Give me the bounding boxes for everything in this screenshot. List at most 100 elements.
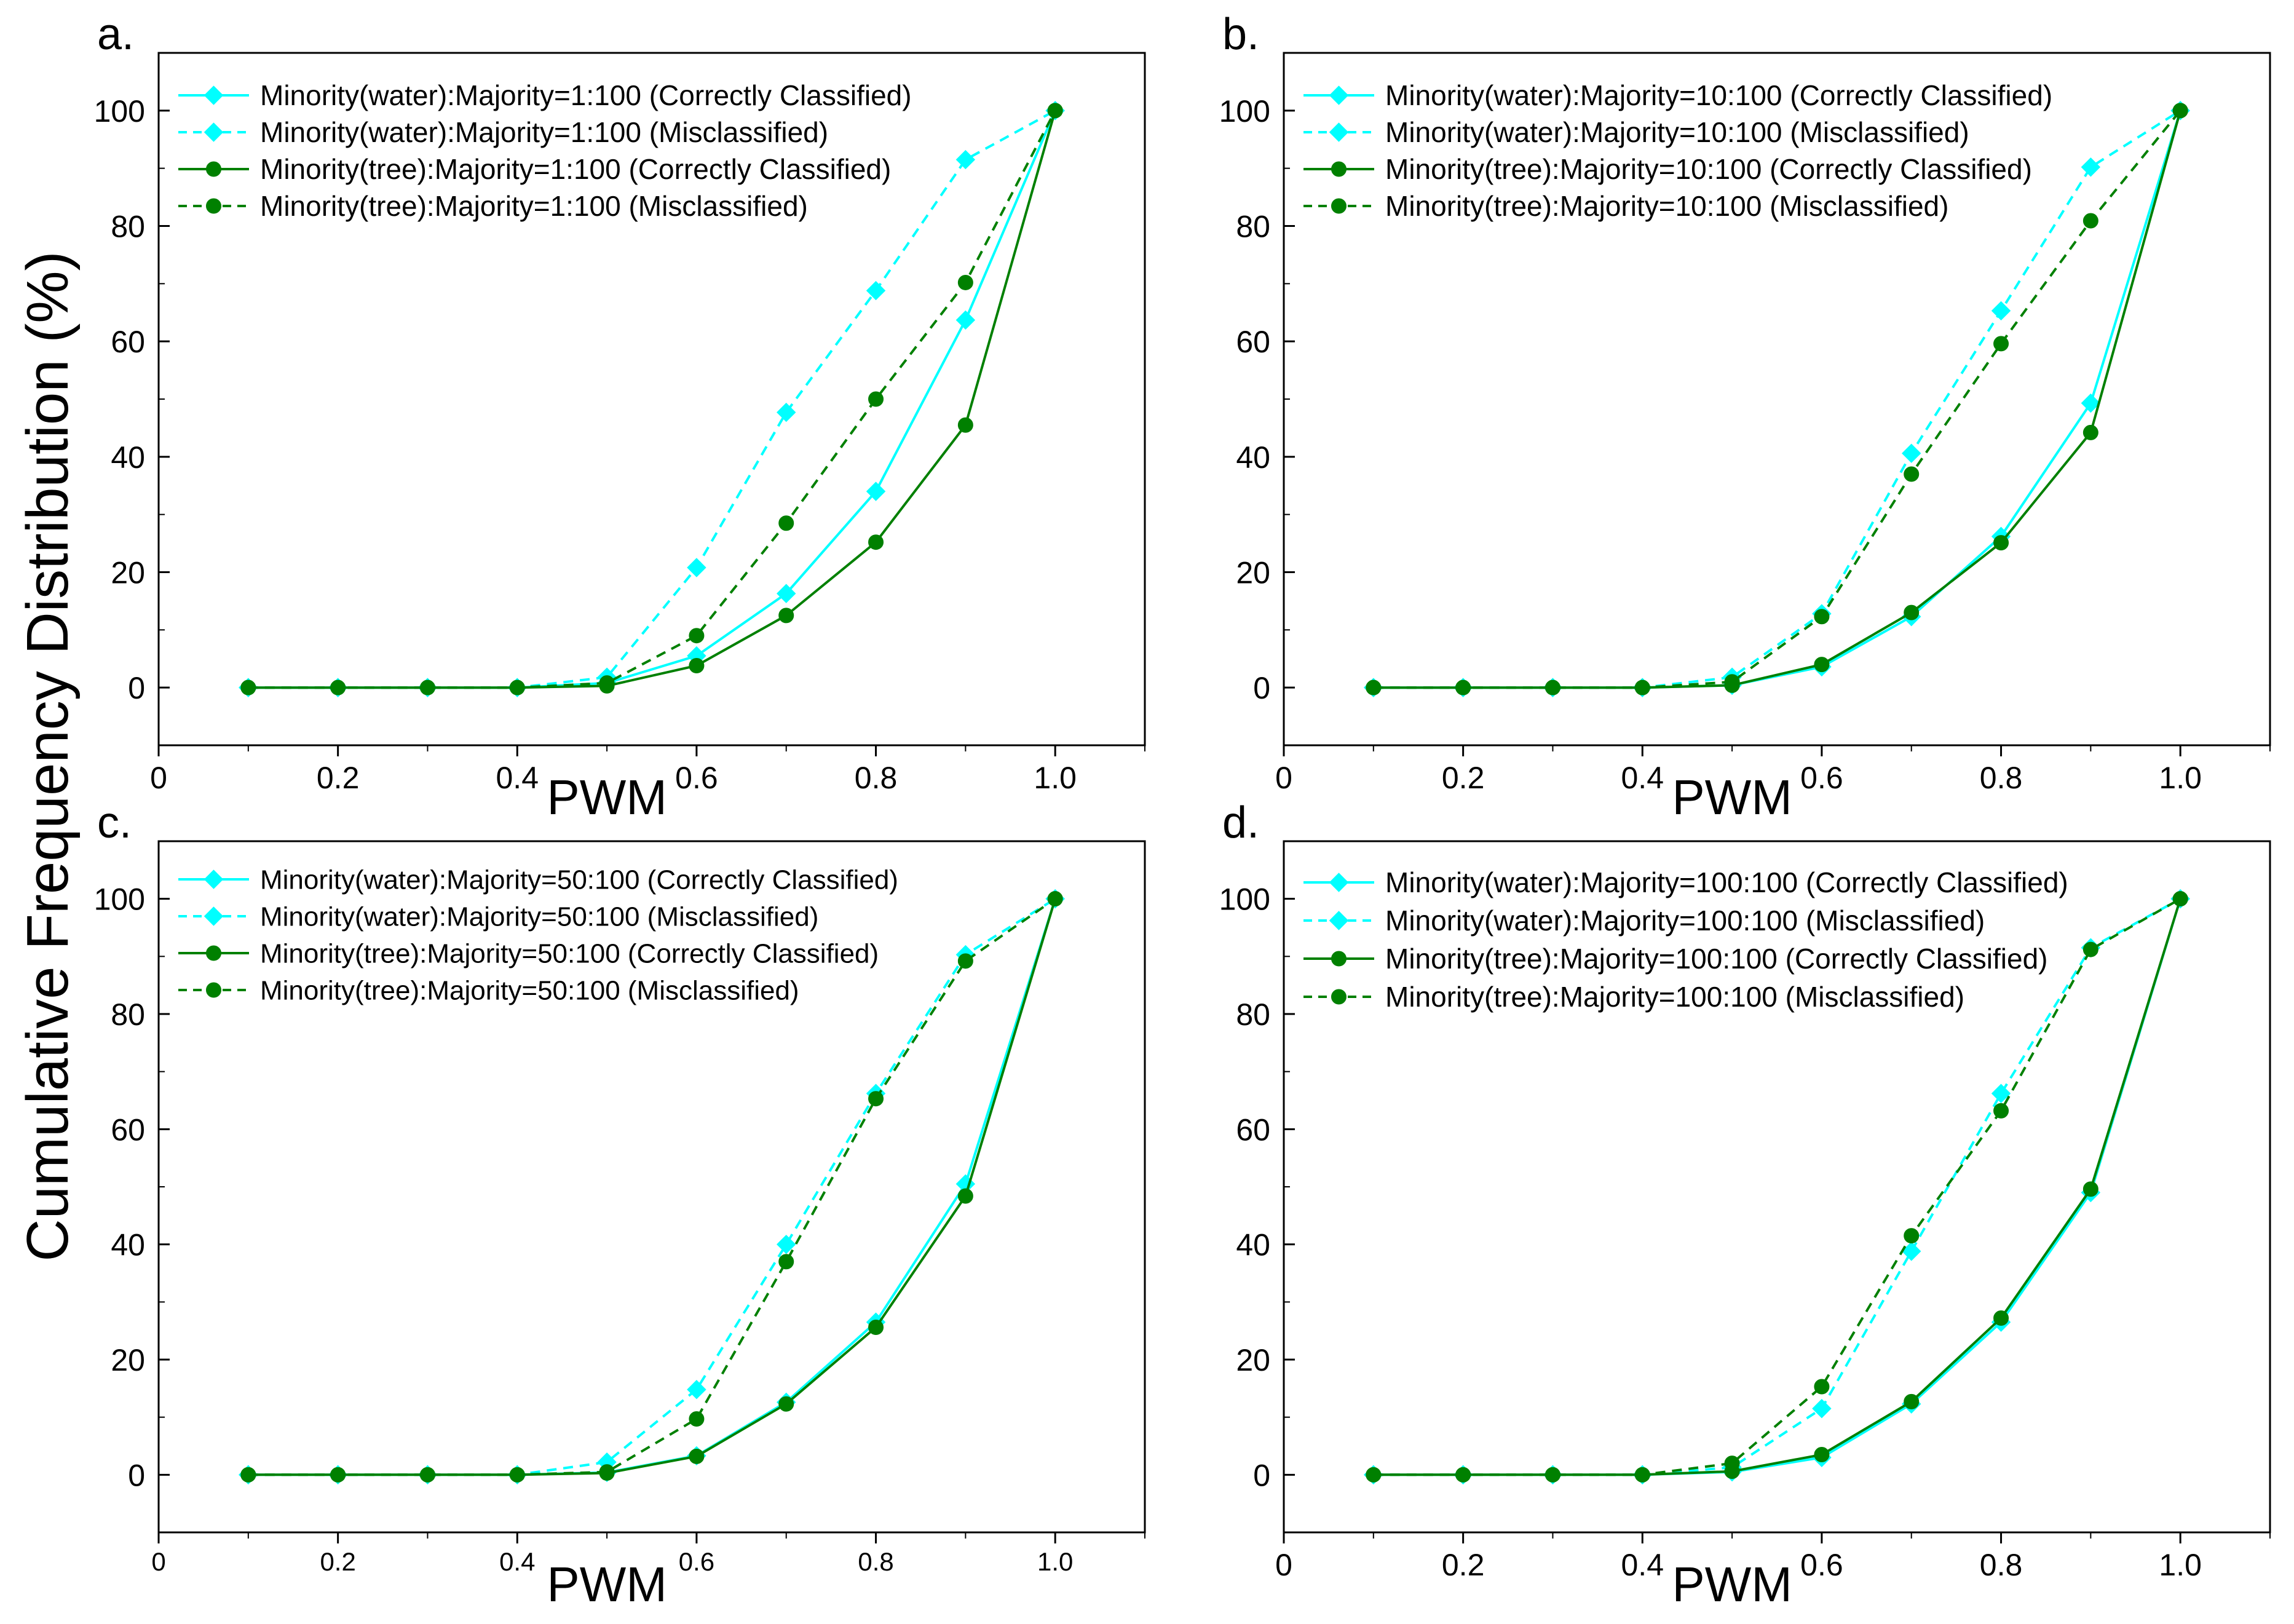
data-point (1047, 891, 1063, 907)
data-point (1904, 466, 1920, 482)
y-tick-label: 80 (1236, 997, 1270, 1032)
data-point (419, 679, 435, 695)
legend-label: Minority(water):Majority=50:100 (Correct… (260, 865, 898, 895)
data-point (330, 1467, 346, 1483)
legend-entry: Minority(tree):Majority=100:100 (Correct… (1303, 943, 2048, 975)
legend-swatch-marker (204, 85, 224, 105)
legend-label: Minority(water):Majority=100:100 (Correc… (1385, 866, 2068, 898)
data-point (777, 402, 796, 422)
y-tick-label: 20 (111, 556, 145, 590)
x-axis-title: PWM (1672, 1557, 1792, 1612)
data-point (1993, 535, 2009, 551)
data-point (778, 608, 794, 624)
data-point (868, 534, 884, 550)
x-tick-label: 0.6 (1800, 761, 1843, 795)
legend-swatch-marker (204, 869, 224, 889)
data-point (2081, 393, 2101, 413)
data-point (240, 679, 256, 695)
legend-swatch-marker (1331, 161, 1347, 177)
data-point (330, 679, 346, 695)
x-tick-label: 0 (1275, 761, 1292, 795)
legend-entry: Minority(tree):Majority=100:100 (Misclas… (1303, 981, 1964, 1013)
legend-swatch-marker (1329, 122, 1349, 142)
legend-entry: Minority(water):Majority=10:100 (Misclas… (1303, 116, 1969, 148)
legend: Minority(water):Majority=1:100 (Correctl… (178, 79, 912, 222)
legend-label: Minority(water):Majority=1:100 (Misclass… (260, 116, 828, 148)
x-tick-label: 0.2 (1442, 761, 1485, 795)
y-tick-label: 100 (94, 882, 145, 917)
chart-panel-4: d. 0 20 40 60 80 100 0 0.2 0.4 0.6 0.8 1.0 PWM Minorit… (1219, 798, 2271, 1612)
x-axis-title: PWM (1672, 770, 1792, 825)
legend: Minority(water):Majority=10:100 (Correct… (1303, 79, 2052, 222)
data-point (2082, 941, 2098, 957)
x-tick-label: 0.4 (496, 761, 539, 795)
x-axis-title: PWM (547, 1557, 667, 1612)
data-point (1366, 679, 1382, 695)
x-tick-label: 1.0 (2159, 1548, 2202, 1582)
legend-swatch-marker (206, 982, 221, 998)
panel-label: d. (1222, 798, 1259, 847)
data-point (778, 1396, 794, 1412)
series-line (1373, 897, 2181, 1476)
legend-entry: Minority(water):Majority=1:100 (Misclass… (178, 116, 828, 148)
x-tick-label: 0.2 (320, 1547, 355, 1576)
y-tick-label: 20 (1236, 556, 1270, 590)
data-point (868, 1091, 884, 1107)
x-tick-label: 0.4 (1621, 761, 1664, 795)
legend: Minority(water):Majority=50:100 (Correct… (178, 865, 898, 1005)
x-tick-label: 0 (1275, 1548, 1292, 1582)
legend-label: Minority(water):Majority=10:100 (Correct… (1385, 79, 2052, 111)
data-point (2081, 157, 2101, 177)
legend-entry: Minority(tree):Majority=50:100 (Correctl… (178, 938, 879, 968)
data-point (689, 628, 705, 644)
data-point (2172, 103, 2188, 119)
legend-swatch-marker (1331, 989, 1347, 1005)
legend-label: Minority(tree):Majority=50:100 (Misclass… (260, 975, 799, 1005)
legend-entry: Minority(water):Majority=100:100 (Miscla… (1303, 905, 1985, 937)
y-tick-label: 60 (111, 1112, 145, 1147)
legend-label: Minority(water):Majority=100:100 (Miscla… (1385, 905, 1985, 937)
data-point (866, 280, 886, 301)
chart-panel-2: b. 0 20 40 60 80 100 0 0.2 0.4 0.6 0.8 1.0 PWM Minorit… (1219, 10, 2271, 825)
data-point (868, 391, 884, 407)
data-point (1634, 1467, 1650, 1483)
x-tick-label: 0.2 (1442, 1548, 1485, 1582)
legend-label: Minority(water):Majority=10:100 (Misclas… (1385, 116, 1969, 148)
data-point (957, 1188, 973, 1204)
data-point (689, 1411, 705, 1427)
data-point (240, 1467, 256, 1483)
panel-label: a. (97, 10, 134, 59)
y-tick-label: 80 (1236, 210, 1270, 244)
data-point (419, 1467, 435, 1483)
data-point (687, 558, 706, 577)
panel-label: b. (1222, 10, 1259, 59)
data-point (2082, 213, 2098, 229)
legend-swatch-marker (206, 198, 221, 214)
x-tick-label: 0.4 (1621, 1548, 1664, 1582)
data-point (689, 658, 705, 674)
y-tick-label: 0 (128, 671, 145, 705)
data-point (689, 1448, 705, 1464)
data-point (1814, 657, 1830, 673)
data-point (1904, 1393, 1920, 1409)
legend-swatch-marker (1331, 951, 1347, 967)
y-tick-label: 40 (1236, 1228, 1270, 1262)
legend: Minority(water):Majority=100:100 (Correc… (1303, 866, 2068, 1013)
data-point (1993, 336, 2009, 352)
data-point (1993, 1103, 2009, 1119)
y-tick-label: 100 (1219, 882, 1270, 917)
legend-entry: Minority(water):Majority=50:100 (Misclas… (178, 901, 818, 932)
data-point (1724, 1456, 1740, 1472)
x-tick-label: 0.8 (1980, 1548, 2023, 1582)
data-point (1634, 679, 1650, 695)
data-point (2172, 891, 2188, 907)
y-tick-label: 80 (111, 997, 145, 1032)
legend-entry: Minority(water):Majority=50:100 (Correct… (178, 865, 898, 895)
data-point (1812, 1398, 1832, 1419)
chart-panel-3: c. 0 20 40 60 80 100 0 0.2 0.4 0.6 0.8 1.0 PWM Minorit… (94, 798, 1146, 1612)
data-point (957, 274, 973, 290)
data-point (1544, 1467, 1560, 1483)
legend-label: Minority(tree):Majority=50:100 (Correctl… (260, 938, 879, 968)
data-point (1455, 679, 1471, 695)
